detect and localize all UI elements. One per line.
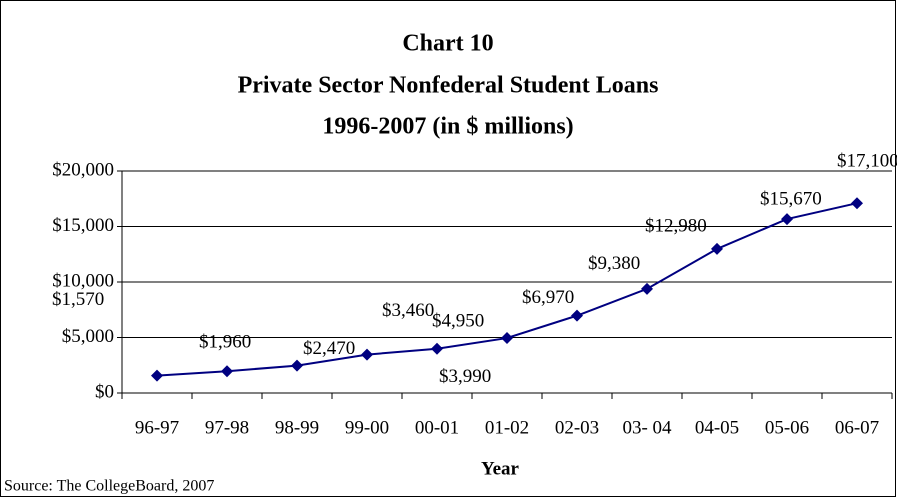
data-label: $9,380 (588, 253, 640, 274)
chart-title: Chart 10 (402, 31, 493, 57)
data-label: $1,570 (52, 289, 104, 310)
y-tick-label: $15,000 (52, 215, 114, 236)
x-tick-label: 03- 04 (622, 417, 672, 438)
x-tick-label: 97-98 (205, 417, 249, 438)
x-tick-label: 98-99 (275, 417, 319, 438)
marker (151, 369, 163, 382)
chart-title: Private Sector Nonfederal Student Loans (238, 73, 659, 99)
data-label: $1,960 (199, 332, 251, 353)
x-tick-label: 02-03 (555, 417, 599, 438)
y-tick-label: $20,000 (52, 159, 114, 180)
marker (781, 213, 793, 226)
marker (431, 342, 443, 355)
marker (851, 197, 863, 210)
marker (501, 332, 513, 345)
data-label: $2,470 (303, 338, 355, 359)
x-tick-label: 06-07 (835, 417, 879, 438)
source: Source: The CollegeBoard, 2007 (4, 478, 214, 495)
data-label: $12,980 (645, 215, 707, 236)
marker (291, 359, 303, 372)
marker (361, 348, 373, 361)
marker (641, 282, 653, 295)
x-tick-label: 05-06 (765, 417, 809, 438)
marker (711, 242, 723, 255)
x-axis-title: Year (481, 458, 520, 479)
data-label: $3,460 (382, 300, 434, 321)
data-label: $3,990 (439, 366, 491, 387)
chart-title: 1996-2007 (in $ millions) (322, 114, 573, 140)
x-tick-label: 01-02 (485, 417, 529, 438)
data-label: $15,670 (760, 188, 822, 209)
data-label: $4,950 (432, 310, 484, 331)
x-tick-label: 00-01 (415, 417, 459, 438)
data-label: $6,970 (522, 287, 574, 308)
marker (571, 309, 583, 322)
data-label: $17,100 (837, 151, 897, 172)
y-tick-label: $10,000 (52, 270, 114, 291)
x-tick-label: 99-00 (345, 417, 389, 438)
line (156, 202, 858, 377)
y-tick-label: $5,000 (62, 326, 114, 347)
x-tick-label: 96-97 (135, 417, 179, 438)
marker (221, 365, 233, 378)
y-tick-label: $0 (95, 381, 114, 402)
x-tick-label: 04-05 (695, 417, 739, 438)
